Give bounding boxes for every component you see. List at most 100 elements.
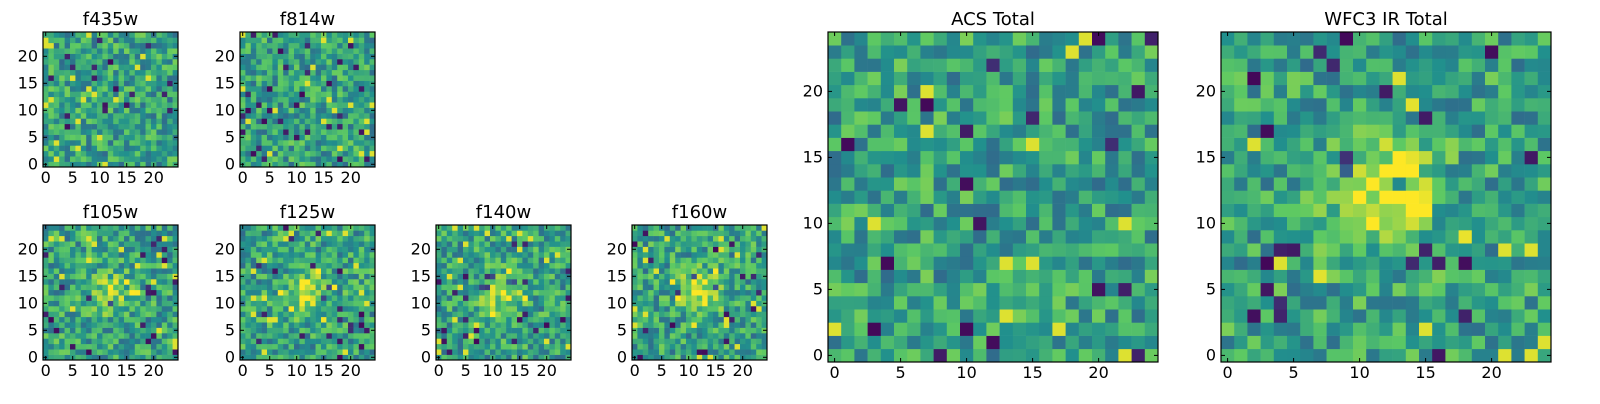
heatmap-cell [48, 349, 54, 355]
heatmap-cell [1026, 72, 1040, 86]
heatmap-cell [108, 64, 114, 70]
heatmap-cell [549, 236, 555, 242]
heatmap-cell [670, 263, 676, 269]
heatmap-cell [102, 268, 108, 274]
heatmap-cell [278, 32, 284, 38]
heatmap-cell [881, 270, 895, 284]
heatmap-cell [637, 279, 643, 285]
heatmap-cell [1221, 177, 1235, 191]
heatmap-cell [868, 190, 882, 204]
heatmap-cell [463, 317, 469, 323]
heatmap-cell [506, 317, 512, 323]
heatmap-cell [140, 317, 146, 323]
heatmap-cell [43, 295, 49, 301]
heatmap-cell [75, 306, 81, 312]
heatmap-cell [745, 290, 751, 296]
heatmap-cell [119, 328, 125, 334]
heatmap-cell [251, 241, 257, 247]
heatmap-cell [713, 306, 719, 312]
heatmap-cell [1261, 230, 1275, 244]
heatmap-cell [97, 274, 103, 280]
heatmap-cell [920, 230, 934, 244]
heatmap-cell [251, 81, 257, 87]
heatmap-cell [272, 81, 278, 87]
heatmap-cell [894, 58, 908, 72]
heatmap-cell [881, 45, 895, 59]
heatmap-cell [854, 111, 868, 125]
heatmap-cell [59, 135, 65, 141]
heatmap-cell [479, 268, 485, 274]
heatmap-cell [262, 328, 268, 334]
heatmap-cell [81, 145, 87, 151]
heatmap-cell [54, 247, 60, 253]
heatmap-cell [697, 338, 703, 344]
heatmap-cell [167, 151, 173, 157]
heatmap-cell [167, 129, 173, 135]
heatmap-cell [167, 317, 173, 323]
heatmap-cell [278, 252, 284, 258]
heatmap-cell [828, 336, 842, 350]
heatmap-cell [256, 59, 262, 65]
heatmap-cell [337, 284, 343, 290]
heatmap-cell [479, 274, 485, 280]
heatmap-cell [337, 156, 343, 162]
heatmap-cell [321, 301, 327, 307]
heatmap-cell [81, 91, 87, 97]
heatmap-cell [310, 75, 316, 81]
heatmap-cell [751, 263, 757, 269]
heatmap-cell [240, 268, 246, 274]
heatmap-cell [343, 247, 349, 253]
heatmap-cell [129, 108, 135, 114]
heatmap-cell [272, 322, 278, 328]
heatmap-cell [841, 32, 855, 46]
heatmap-cell [713, 295, 719, 301]
heatmap-cell [102, 135, 108, 141]
heatmap-cell [86, 349, 92, 355]
heatmap-cell [735, 290, 741, 296]
heatmap-cell [162, 54, 168, 60]
heatmap-cell [59, 59, 65, 65]
heatmap-cell [713, 284, 719, 290]
heatmap-cell [697, 333, 703, 339]
heatmap-cell [528, 338, 534, 344]
heatmap-cell [299, 274, 305, 280]
heatmap-cell [343, 279, 349, 285]
heatmap-cell [1118, 98, 1132, 112]
heatmap-cell [947, 283, 961, 297]
heatmap-cell [495, 322, 501, 328]
heatmap-cell [86, 241, 92, 247]
heatmap-cell [555, 328, 561, 334]
heatmap-cell [501, 290, 507, 296]
heatmap-cell [1132, 204, 1146, 218]
heatmap-cell [868, 309, 882, 323]
heatmap-cell [321, 91, 327, 97]
heatmap-cell [756, 301, 762, 307]
heatmap-cell [256, 333, 262, 339]
heatmap-cell [140, 59, 146, 65]
heatmap-cell [54, 108, 60, 114]
heatmap-cell [343, 301, 349, 307]
heatmap-cell [436, 349, 442, 355]
heatmap-cell [1247, 256, 1261, 270]
heatmap-cell [75, 344, 81, 350]
heatmap-cell [278, 338, 284, 344]
heatmap-cell [240, 59, 246, 65]
heatmap-cell [102, 338, 108, 344]
heatmap-cell [854, 349, 868, 363]
heatmap-cell [108, 279, 114, 285]
heatmap-cell [506, 290, 512, 296]
heatmap-cell [359, 156, 365, 162]
heatmap-cell [1118, 85, 1132, 99]
heatmap-cell [113, 37, 119, 43]
heatmap-cell [544, 306, 550, 312]
heatmap-cell [501, 333, 507, 339]
heatmap-cell [119, 75, 125, 81]
heatmap-cell [528, 317, 534, 323]
heatmap-cell [1132, 45, 1146, 59]
heatmap-cell [48, 230, 54, 236]
heatmap-cell [756, 279, 762, 285]
heatmap-cell [256, 241, 262, 247]
heatmap-cell [135, 113, 141, 119]
heatmap-cell [1327, 296, 1341, 310]
heatmap-cell [544, 328, 550, 334]
